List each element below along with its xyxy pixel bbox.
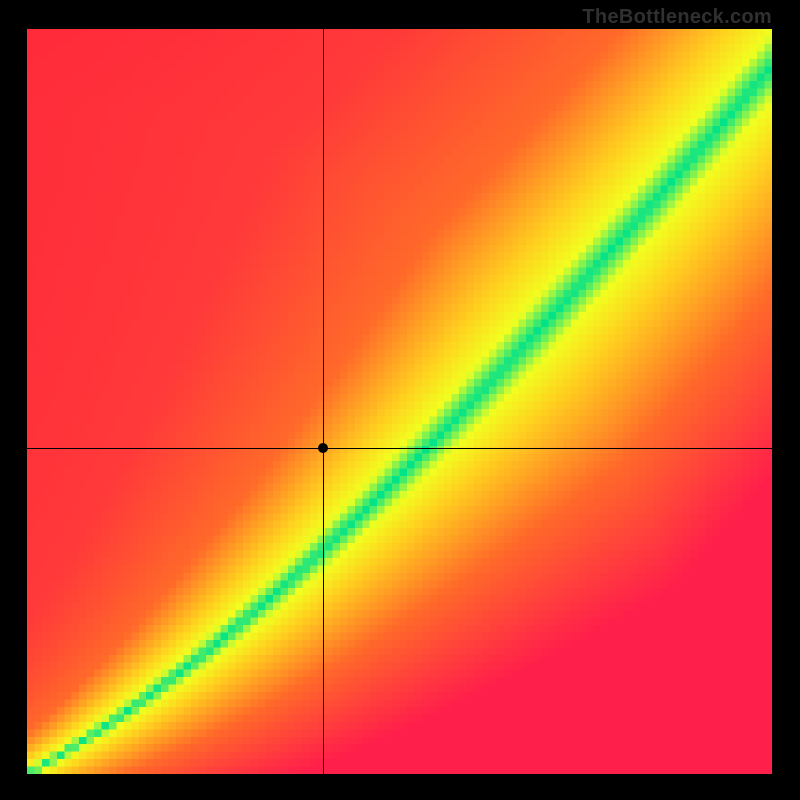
heatmap-canvas [27, 29, 772, 774]
crosshair-vertical [323, 29, 324, 774]
intersection-marker [318, 443, 328, 453]
watermark-text: TheBottleneck.com [582, 6, 772, 29]
crosshair-horizontal [27, 448, 772, 449]
chart-container: TheBottleneck.com [0, 0, 800, 800]
plot-area [27, 29, 772, 774]
